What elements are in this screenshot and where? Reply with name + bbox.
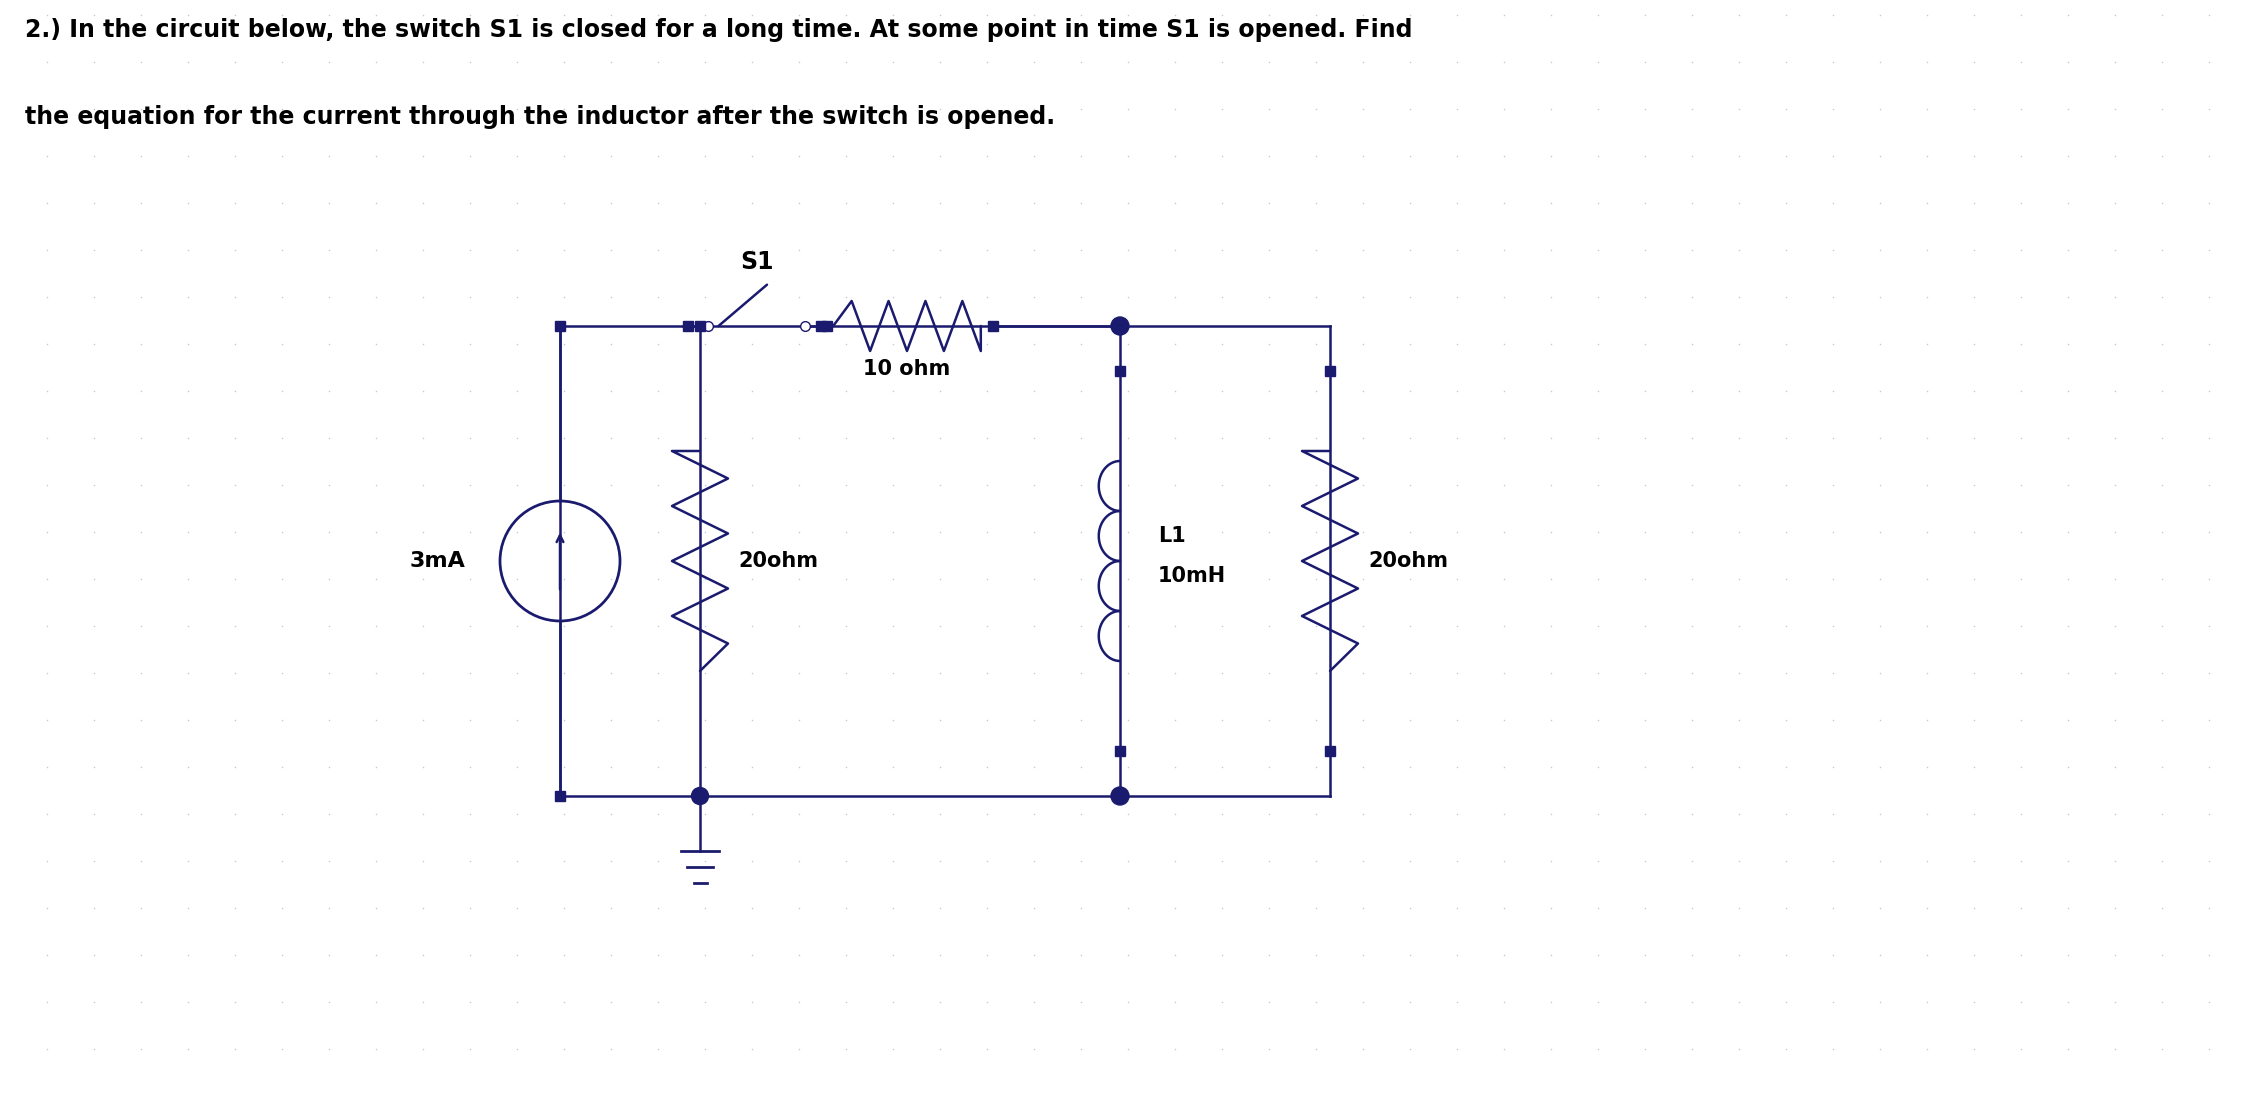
Bar — [556, 791, 565, 801]
Circle shape — [1112, 787, 1130, 804]
Text: 20ohm: 20ohm — [738, 551, 818, 571]
Text: S1: S1 — [740, 250, 773, 274]
Text: 3mA: 3mA — [408, 551, 464, 571]
Circle shape — [691, 788, 708, 804]
Text: 2.) In the circuit below, the switch S1 is closed for a long time. At some point: 2.) In the circuit below, the switch S1 … — [25, 18, 1412, 42]
Bar — [989, 321, 998, 331]
Text: 10mH: 10mH — [1159, 566, 1226, 586]
Text: 10 ohm: 10 ohm — [863, 359, 951, 379]
Bar — [556, 321, 565, 331]
Bar — [695, 791, 704, 801]
Text: L1: L1 — [1159, 526, 1186, 546]
Bar — [1325, 746, 1334, 756]
Bar — [684, 321, 693, 331]
Text: the equation for the current through the inductor after the switch is opened.: the equation for the current through the… — [25, 105, 1056, 129]
Text: 20ohm: 20ohm — [1368, 551, 1448, 571]
Bar — [823, 321, 832, 331]
Bar — [1114, 366, 1125, 376]
Bar — [1114, 746, 1125, 756]
Bar — [816, 321, 825, 331]
Circle shape — [1112, 317, 1130, 335]
Bar — [695, 321, 704, 331]
Bar — [1325, 366, 1334, 376]
